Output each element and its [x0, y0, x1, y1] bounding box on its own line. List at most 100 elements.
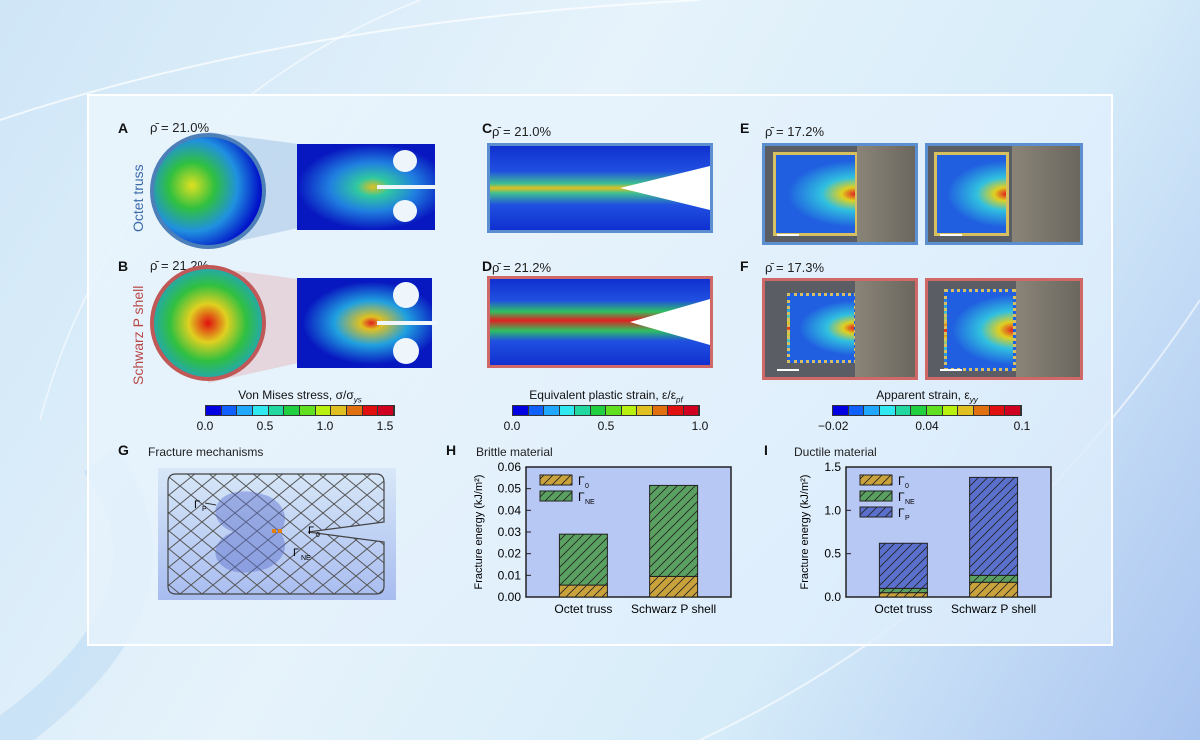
- density-label-e: ρ̄ = 17.2%: [765, 124, 825, 139]
- colorbar-tick-label: 0.5: [597, 419, 615, 433]
- octet-dic-image-2: [925, 143, 1083, 245]
- density-label-f: ρ̄ = 17.3%: [765, 260, 825, 275]
- colorbar-tick-label: 0.04: [915, 419, 939, 433]
- colorbar-swatch: [974, 406, 990, 415]
- y-axis-label: Fracture energy (kJ/m²): [473, 475, 485, 590]
- colorbar-swatch: [621, 406, 637, 415]
- schwarz-dic-image-2: [925, 278, 1083, 380]
- colorbar-swatch: [206, 406, 222, 415]
- panel-label-g: G: [118, 442, 129, 458]
- colorbar-swatch: [575, 406, 591, 415]
- bar-segment: [969, 581, 1019, 598]
- ductile-fracture-energy-chart: 0.0 0.5 1.0 1.5 Fracture energy (kJ/m²) Octet…: [799, 460, 1052, 616]
- colorbar-swatch: [284, 406, 301, 415]
- bar-segment: [649, 575, 699, 598]
- colorbar-swatch: [848, 406, 865, 415]
- schwarz-shell-specimen: [297, 278, 437, 368]
- panel-i-title: Ductile material: [794, 445, 877, 459]
- colorbar-swatch: [989, 406, 1006, 415]
- panel-label-c: C: [482, 120, 493, 136]
- legend-label-sub: P: [905, 515, 910, 522]
- colorbar-swatch: [927, 406, 943, 415]
- colorbar-swatch: [895, 406, 912, 415]
- colorbar-swatch: [315, 406, 332, 415]
- colorbar-swatch: [606, 406, 622, 415]
- legend-swatch: [859, 506, 893, 518]
- y-axis-label: Fracture energy (kJ/m²): [799, 475, 811, 590]
- octet-truss-specimen: [297, 144, 437, 230]
- x-tick-label: Schwarz P shell: [631, 602, 716, 616]
- colorbar-tick-label: 1.0: [316, 419, 334, 433]
- colorbar-title: Von Mises stress, σ/σys: [238, 388, 362, 405]
- bar-segment: [558, 584, 608, 598]
- bar-segment: [878, 592, 928, 598]
- bar-segment: [878, 587, 928, 594]
- legend-label-sub: 0: [905, 483, 909, 490]
- colorbar-swatch: [559, 406, 575, 415]
- colorbar-swatch: [544, 406, 560, 415]
- svg-text:P: P: [202, 506, 207, 513]
- y-tick-label: 1.0: [824, 503, 841, 517]
- colorbar-swatch: [268, 406, 285, 415]
- legend-swatch: [539, 490, 573, 502]
- density-label-a: ρ̄ = 21.0%: [150, 120, 210, 135]
- legend-swatch: [859, 490, 893, 502]
- colorbar-swatch: [590, 406, 606, 415]
- legend-label-sub: NE: [585, 499, 595, 506]
- colorbar-title: Apparent strain, εyy: [876, 388, 978, 405]
- schwarz-plastic-strain-map: [487, 276, 713, 368]
- plot-area: [845, 466, 1052, 598]
- bar-segment: [969, 476, 1019, 576]
- octet-plastic-strain-map: [487, 143, 713, 233]
- panel-label-b: B: [118, 258, 129, 274]
- octet-truss-closeup: [150, 133, 266, 249]
- bar-segment: [558, 533, 608, 586]
- colorbar-swatch: [378, 406, 395, 415]
- colorbar: [205, 405, 395, 416]
- legend-label: Γ: [578, 490, 585, 504]
- y-tick-label: 1.5: [824, 460, 841, 474]
- y-tick-label: 0.02: [498, 547, 522, 561]
- legend-label-sub: 0: [585, 483, 589, 490]
- density-label-d: ρ̄ = 21.2%: [492, 260, 552, 275]
- colorbar: [512, 405, 700, 416]
- panel-label-f: F: [740, 258, 749, 274]
- y-tick-label: 0.01: [498, 568, 522, 582]
- brittle-fracture-energy-chart: 0.00 0.01 0.02 0.03 0.04 0.05 0.06 Fracture ene…: [473, 460, 732, 616]
- colorbar-swatch: [942, 406, 959, 415]
- colorbar-swatch: [253, 406, 269, 415]
- octet-dic-image-1: [762, 143, 918, 245]
- plot-area: [525, 466, 732, 598]
- panel-label-i: I: [764, 442, 768, 458]
- colorbar-swatch: [880, 406, 896, 415]
- gamma-p-label: Γ: [194, 499, 200, 511]
- colorbar-tick-label: 0.0: [503, 419, 521, 433]
- schwarz-dic-image-1: [762, 278, 918, 380]
- colorbar-swatch: [652, 406, 668, 415]
- colorbar-swatch: [513, 406, 529, 415]
- svg-text:NE: NE: [301, 555, 311, 562]
- colorbar-swatch: [1005, 406, 1022, 415]
- panel-g-title: Fracture mechanisms: [148, 445, 264, 459]
- colorbar-swatch: [637, 406, 653, 415]
- colorbar-swatch: [911, 406, 928, 415]
- y-tick-label: 0.00: [498, 590, 522, 604]
- colorbar-swatch: [864, 406, 881, 415]
- side-label-schwarz: Schwarz P shell: [130, 285, 146, 385]
- colorbar: [832, 405, 1022, 416]
- side-label-octet: Octet truss: [130, 164, 146, 232]
- colorbar-swatch: [221, 406, 238, 415]
- x-tick-label: Octet truss: [554, 602, 612, 616]
- density-label-c: ρ̄ = 21.0%: [492, 124, 552, 139]
- y-tick-label: 0.05: [498, 482, 522, 496]
- x-tick-label: Schwarz P shell: [951, 602, 1036, 616]
- panel-label-h: H: [446, 442, 457, 458]
- colorbar-swatch: [833, 406, 849, 415]
- panel-h-title: Brittle material: [476, 445, 553, 459]
- x-tick-label: Octet truss: [874, 602, 932, 616]
- y-tick-label: 0.04: [498, 503, 522, 517]
- colorbar-swatch: [958, 406, 975, 415]
- gamma-0-label: Γ: [308, 525, 314, 537]
- colorbar-swatch: [237, 406, 254, 415]
